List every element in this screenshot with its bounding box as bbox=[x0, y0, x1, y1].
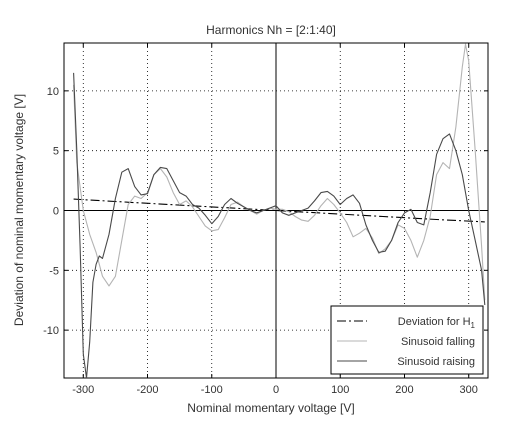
legend-label: Sinusoid raising bbox=[397, 356, 475, 368]
series-line-sinusoid-falling bbox=[73, 43, 486, 301]
legend-subscript: 1 bbox=[471, 321, 476, 330]
x-tick-label: 200 bbox=[395, 384, 413, 396]
y-axis-label: Deviation of nominal momentary voltage [… bbox=[12, 94, 26, 326]
legend-box bbox=[330, 305, 484, 375]
chart-title: Harmonics Nh = [2:1:40] bbox=[206, 23, 336, 37]
y-tick-label: 0 bbox=[53, 206, 59, 218]
x-tick-label: 100 bbox=[331, 384, 349, 396]
tick-labels: -300 -200 -100 0 100 200 300 -10 -5 0 5 10 bbox=[43, 86, 478, 396]
legend-label: Sinusoid falling bbox=[401, 336, 475, 348]
x-tick-label: -100 bbox=[201, 384, 223, 396]
x-tick-label: -300 bbox=[72, 384, 94, 396]
y-tick-label: 5 bbox=[53, 146, 59, 158]
y-tick-label: -5 bbox=[49, 265, 59, 277]
legend: Deviation for H1 Sinusoid falling Sinusoid… bbox=[330, 305, 484, 375]
x-axis-label: Nominal momentary voltage [V] bbox=[187, 401, 354, 415]
y-tick-label: -10 bbox=[43, 325, 59, 337]
legend-label: Deviation for H1 bbox=[398, 316, 476, 330]
x-tick-label: -200 bbox=[136, 384, 158, 396]
x-tick-label: 300 bbox=[460, 384, 478, 396]
axes-layer bbox=[63, 42, 489, 379]
series-line-sinusoid-raising bbox=[73, 72, 486, 378]
y-tick-label: 10 bbox=[47, 86, 59, 98]
series-layer bbox=[73, 43, 486, 378]
x-tick-label: 0 bbox=[273, 384, 279, 396]
